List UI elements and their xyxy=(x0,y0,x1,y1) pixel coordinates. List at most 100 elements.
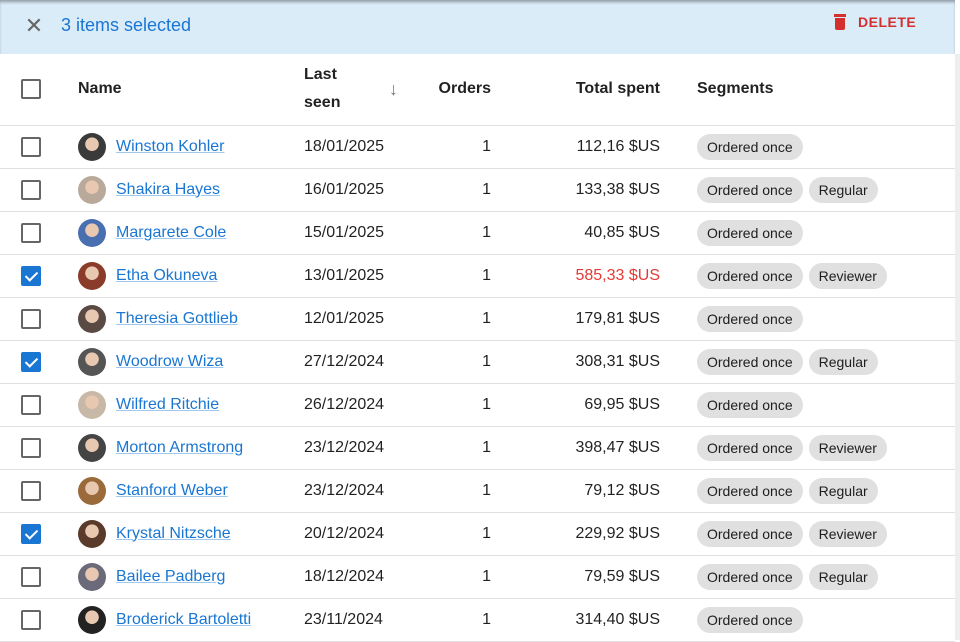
orders-count: 1 xyxy=(420,469,491,513)
table-row[interactable]: Stanford Weber 23/12/2024 1 79,12 $US Or… xyxy=(0,469,955,513)
customer-name-link[interactable]: Etha Okuneva xyxy=(116,266,218,284)
segment-chip: Ordered once xyxy=(697,219,803,246)
segments: Ordered once Reviewer xyxy=(660,426,955,470)
total-spent: 179,81 $US xyxy=(491,297,660,341)
last-seen: 18/01/2025 xyxy=(304,125,420,169)
segment-chip: Regular xyxy=(808,563,878,590)
customer-name-link[interactable]: Krystal Nitzsche xyxy=(116,524,231,542)
segments: Ordered once xyxy=(660,125,955,169)
segments: Ordered once xyxy=(660,383,955,427)
table-row[interactable]: Broderick Bartoletti 23/11/2024 1 314,40… xyxy=(0,598,955,642)
table-row[interactable]: Bailee Padberg 18/12/2024 1 79,59 $US Or… xyxy=(0,555,955,599)
total-spent: 133,38 $US xyxy=(491,168,660,212)
customer-name-link[interactable]: Broderick Bartoletti xyxy=(116,610,252,628)
scrollbar[interactable] xyxy=(955,54,960,640)
table-row[interactable]: Wilfred Ritchie 26/12/2024 1 69,95 $US O… xyxy=(0,383,955,427)
row-checkbox[interactable] xyxy=(21,351,41,372)
segment-chip: Ordered once xyxy=(697,133,803,160)
table-row[interactable]: Etha Okuneva 13/01/2025 1 585,33 $US Ord… xyxy=(0,254,955,298)
total-spent: 314,40 $US xyxy=(491,598,660,642)
avatar xyxy=(78,433,106,462)
row-checkbox[interactable] xyxy=(21,394,41,415)
segment-chip: Ordered once xyxy=(697,176,803,203)
total-spent: 229,92 $US xyxy=(491,512,660,556)
table-row[interactable]: Winston Kohler 18/01/2025 1 112,16 $US O… xyxy=(0,125,955,169)
segments: Ordered once Regular xyxy=(660,555,955,599)
avatar xyxy=(78,519,106,548)
segments: Ordered once Reviewer xyxy=(660,512,955,556)
customer-name-link[interactable]: Margarete Cole xyxy=(116,223,227,241)
customer-name-link[interactable]: Theresia Gottlieb xyxy=(116,309,238,327)
last-seen: 26/12/2024 xyxy=(304,383,420,427)
segments: Ordered once Regular xyxy=(660,469,955,513)
orders-count: 1 xyxy=(420,555,491,599)
total-spent: 112,16 $US xyxy=(491,125,660,169)
segments: Ordered once Regular xyxy=(660,340,955,384)
last-seen: 15/01/2025 xyxy=(304,211,420,255)
segment-chip: Reviewer xyxy=(808,434,887,461)
customer-name-link[interactable]: Wilfred Ritchie xyxy=(116,395,220,413)
last-seen: 13/01/2025 xyxy=(304,254,420,298)
header-name[interactable]: Name xyxy=(62,54,304,126)
table-row[interactable]: Shakira Hayes 16/01/2025 1 133,38 $US Or… xyxy=(0,168,955,212)
segments: Ordered once xyxy=(660,598,955,642)
segments: Ordered once xyxy=(660,297,955,341)
customer-name-link[interactable]: Shakira Hayes xyxy=(116,180,221,198)
total-spent: 585,33 $US xyxy=(491,254,660,298)
table-row[interactable]: Margarete Cole 15/01/2025 1 40,85 $US Or… xyxy=(0,211,955,255)
row-checkbox[interactable] xyxy=(21,222,41,243)
segment-chip: Ordered once xyxy=(697,262,803,289)
sort-arrow-down-icon[interactable]: ↓ xyxy=(389,78,398,99)
customer-name-link[interactable]: Bailee Padberg xyxy=(116,567,226,585)
avatar xyxy=(78,261,106,290)
table-row[interactable]: Theresia Gottlieb 12/01/2025 1 179,81 $U… xyxy=(0,297,955,341)
close-icon[interactable]: ✕ xyxy=(24,13,44,38)
last-seen: 23/11/2024 xyxy=(304,598,420,642)
bulk-actions-toolbar: ✕ 3 items selected DELETE xyxy=(0,0,955,54)
row-checkbox[interactable] xyxy=(21,523,41,544)
avatar xyxy=(78,218,106,247)
row-checkbox[interactable] xyxy=(21,437,41,458)
header-total-spent[interactable]: Total spent xyxy=(491,54,660,126)
last-seen: 12/01/2025 xyxy=(304,297,420,341)
segment-chip: Ordered once xyxy=(697,606,803,633)
header-last-seen[interactable]: Last seen ↓ xyxy=(304,54,420,126)
segment-chip: Ordered once xyxy=(697,348,803,375)
last-seen: 27/12/2024 xyxy=(304,340,420,384)
avatar xyxy=(78,304,106,333)
row-checkbox[interactable] xyxy=(21,179,41,200)
orders-count: 1 xyxy=(420,598,491,642)
customer-name-link[interactable]: Woodrow Wiza xyxy=(116,352,224,370)
customer-name-link[interactable]: Winston Kohler xyxy=(116,137,225,155)
orders-count: 1 xyxy=(420,211,491,255)
delete-label: DELETE xyxy=(858,14,917,30)
total-spent: 69,95 $US xyxy=(491,383,660,427)
row-checkbox[interactable] xyxy=(21,566,41,587)
segments: Ordered once Reviewer xyxy=(660,254,955,298)
customer-name-link[interactable]: Morton Armstrong xyxy=(116,438,244,456)
customer-name-link[interactable]: Stanford Weber xyxy=(116,481,228,499)
row-checkbox[interactable] xyxy=(21,480,41,501)
segment-chip: Ordered once xyxy=(697,305,803,332)
table-row[interactable]: Woodrow Wiza 27/12/2024 1 308,31 $US Ord… xyxy=(0,340,955,384)
row-checkbox[interactable] xyxy=(21,308,41,329)
row-checkbox[interactable] xyxy=(21,609,41,630)
total-spent: 79,12 $US xyxy=(491,469,660,513)
delete-button[interactable]: DELETE xyxy=(834,14,916,30)
table-row[interactable]: Krystal Nitzsche 20/12/2024 1 229,92 $US… xyxy=(0,512,955,556)
row-checkbox[interactable] xyxy=(21,265,41,286)
segment-chip: Ordered once xyxy=(697,563,803,590)
total-spent: 40,85 $US xyxy=(491,211,660,255)
orders-count: 1 xyxy=(420,340,491,384)
select-all-checkbox[interactable] xyxy=(21,79,41,100)
row-checkbox[interactable] xyxy=(21,136,41,157)
segment-chip: Ordered once xyxy=(697,520,803,547)
segment-chip: Regular xyxy=(808,348,878,375)
total-spent: 308,31 $US xyxy=(491,340,660,384)
segments: Ordered once Regular xyxy=(660,168,955,212)
header-orders[interactable]: Orders xyxy=(420,54,491,126)
segment-chip: Ordered once xyxy=(697,434,803,461)
orders-count: 1 xyxy=(420,125,491,169)
table-row[interactable]: Morton Armstrong 23/12/2024 1 398,47 $US… xyxy=(0,426,955,470)
avatar xyxy=(78,476,106,505)
